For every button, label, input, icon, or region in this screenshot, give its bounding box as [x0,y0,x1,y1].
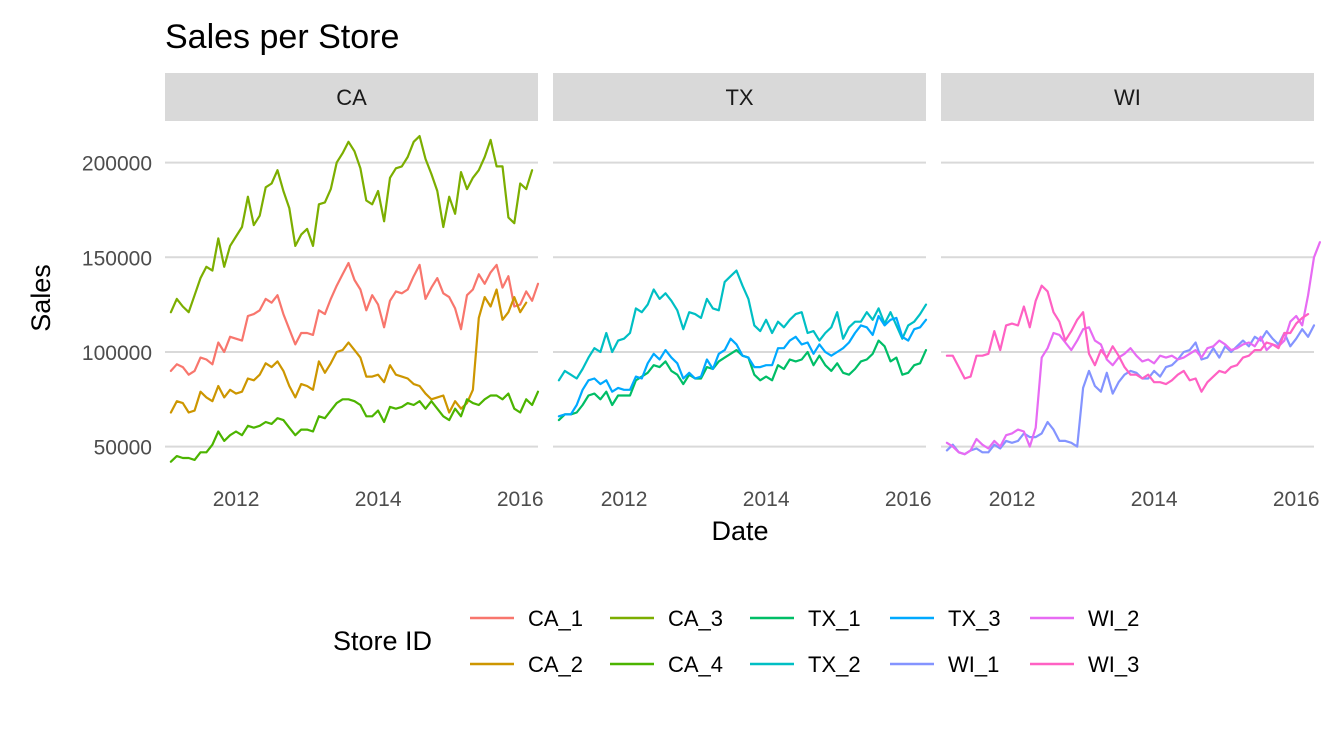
facet-strip-tx [553,73,926,121]
facet-label-ca: CA [336,85,367,110]
series-line-wi_1 [945,324,1316,456]
legend-label-tx_2: TX_2 [808,652,861,677]
x-tick-tx-2014: 2014 [743,488,790,511]
legend-label-ca_4: CA_4 [668,652,723,677]
series-line-tx_2 [557,269,928,382]
x-tick-wi-2016: 2016 [1273,488,1320,511]
x-tick-tx-2016: 2016 [885,488,932,511]
x-tick-wi-2014: 2014 [1131,488,1178,511]
chart-title: Sales per Store [165,18,399,56]
x-tick-wi-2012: 2012 [989,488,1036,511]
legend-title: Store ID [333,626,432,656]
x-axis-title: Date [711,516,768,546]
facet-label-tx: TX [725,85,753,110]
x-tick-ca-2016: 2016 [497,488,544,511]
facet-strip-ca [165,73,538,121]
y-axis-ticks: 50000 100000 150000 200000 [82,153,152,460]
y-axis-title: Sales [26,264,56,332]
x-axis-ticks: 2012 2014 2016 2012 2014 2016 2012 2014 2016 [213,488,1320,511]
x-tick-ca-2014: 2014 [355,488,402,511]
series-line-ca_2 [169,288,528,414]
facet-label-wi: WI [1114,85,1141,110]
legend-label-ca_1: CA_1 [528,606,583,631]
series-line-ca_4 [169,390,540,463]
x-tick-ca-2012: 2012 [213,488,260,511]
facet-strips: CA TX WI [165,73,1314,121]
series-line-ca_1 [169,261,540,376]
legend-label-wi_3: WI_3 [1088,652,1139,677]
legend-label-wi_2: WI_2 [1088,606,1139,631]
legend: CA_1 CA_2 CA_3 CA_4 TX_1 TX_2 TX_3 WI_1 WI_2 WI_3 [470,606,1139,677]
series-line-wi_3 [945,284,1310,393]
legend-label-ca_2: CA_2 [528,652,583,677]
legend-label-tx_1: TX_1 [808,606,861,631]
y-tick-50000: 50000 [94,437,152,460]
legend-label-wi_1: WI_1 [948,652,999,677]
legend-label-tx_3: TX_3 [948,606,1001,631]
series-line-ca_3 [169,135,534,314]
y-tick-100000: 100000 [82,342,152,365]
series-line-tx_3 [557,314,928,418]
x-tick-tx-2012: 2012 [601,488,648,511]
series-line-wi_2 [945,241,1322,456]
y-tick-150000: 150000 [82,247,152,270]
legend-label-ca_3: CA_3 [668,606,723,631]
facet-strip-wi [941,73,1314,121]
series-lines [169,135,1322,463]
y-tick-200000: 200000 [82,153,152,176]
